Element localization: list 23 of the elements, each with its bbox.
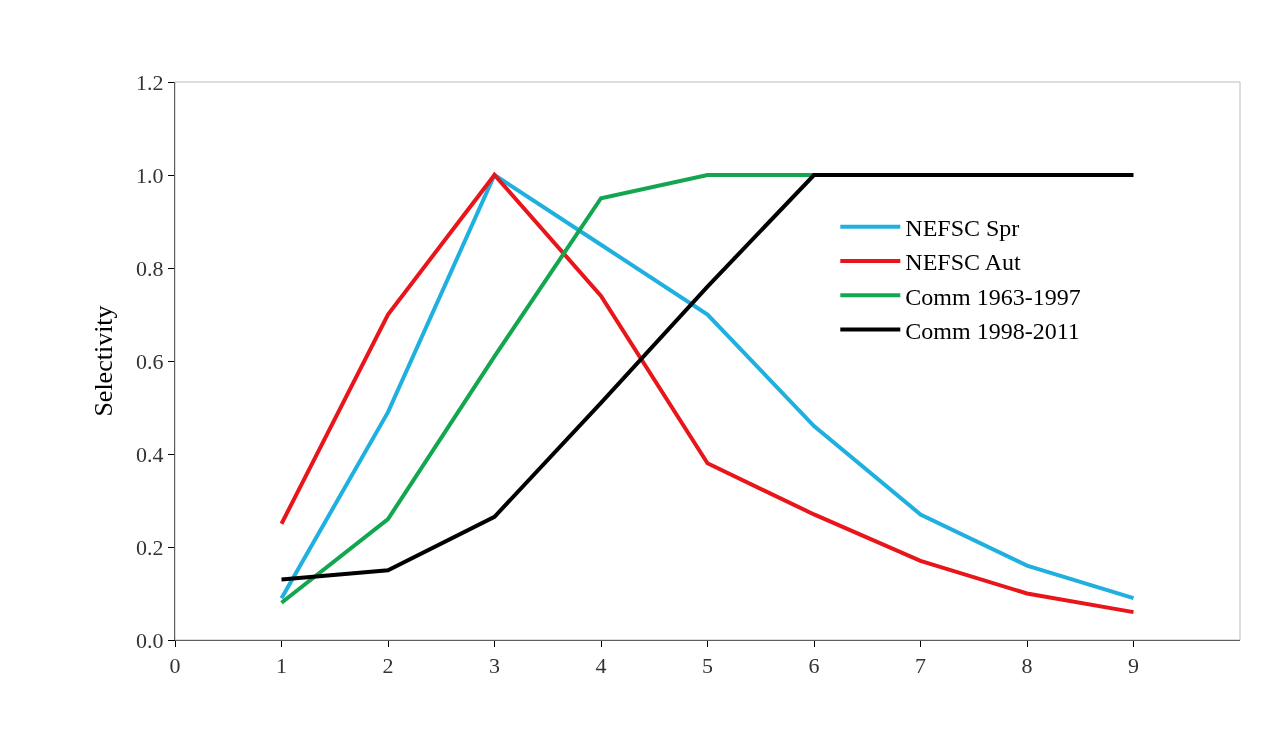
line-series xyxy=(279,173,816,605)
y-axis-title: Selectivity xyxy=(89,305,119,417)
y-tick-label: 0.6 xyxy=(136,348,164,374)
legend-label: NEFSC Spr xyxy=(905,215,1020,242)
y-tick-label: 0.0 xyxy=(136,627,164,653)
y-tick-label: 0.4 xyxy=(136,441,164,467)
y-tick-label: 0.2 xyxy=(136,534,164,560)
y-tick-label: 1.0 xyxy=(136,162,164,188)
x-tick-label: 1 xyxy=(276,653,287,679)
x-tick-label: 4 xyxy=(595,653,607,679)
y-tick-label: 0.8 xyxy=(136,255,164,281)
x-tick-label: 0 xyxy=(169,653,181,679)
x-tick-label: 7 xyxy=(915,653,926,679)
x-tick-label: 5 xyxy=(702,653,713,679)
x-tick-label: 3 xyxy=(489,653,500,679)
x-tick-label: 9 xyxy=(1128,653,1139,679)
legend-label: Comm 1963-1997 xyxy=(905,283,1081,310)
legend-label: Comm 1998-2011 xyxy=(905,317,1080,344)
x-tick-label: 6 xyxy=(808,653,820,679)
x-tick-label: 8 xyxy=(1021,653,1033,679)
legend-label: NEFSC Aut xyxy=(905,249,1021,276)
x-tick-label: 2 xyxy=(382,653,394,679)
y-tick-label: 1.2 xyxy=(136,69,164,95)
